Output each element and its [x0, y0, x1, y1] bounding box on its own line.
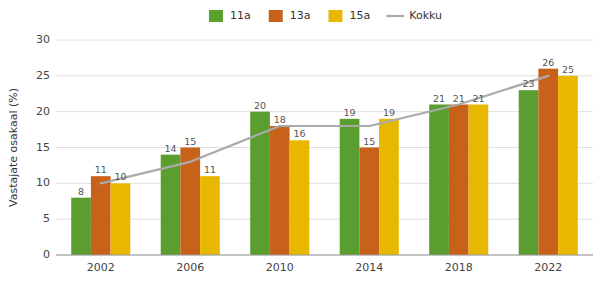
grid-line: [56, 75, 593, 76]
chart-container: 0 5 10 15 20 25 30 Vastajate osakaal (%) 8 14 20 19…: [0, 0, 605, 285]
legend-item: Kokku: [386, 9, 442, 22]
legend-item: 15a: [328, 9, 370, 22]
grid-line: [56, 219, 593, 220]
y-tick-label: 20: [36, 105, 50, 118]
bar: [538, 69, 558, 255]
data-label: 21: [433, 93, 445, 104]
legend-label: 11a: [230, 9, 251, 22]
bar: [379, 119, 399, 255]
grid-line: [56, 40, 593, 41]
data-label: 19: [344, 107, 356, 118]
y-tick-label: 25: [36, 69, 50, 82]
line: [101, 76, 549, 183]
legend-label: 13a: [290, 9, 311, 22]
data-labels: 8 14 20 19 21 23 11 15 18 15 21 26 10 11 16 19 21 25: [78, 57, 574, 197]
plot-area: [71, 69, 578, 255]
legend: 11a 13a 15a Kokku: [209, 9, 442, 22]
bar: [71, 198, 91, 255]
grid-line: [56, 111, 593, 112]
x-tick-label: 2022: [534, 261, 562, 274]
x-tick-label: 2010: [266, 261, 294, 274]
x-tick-label: 2002: [87, 261, 115, 274]
data-label: 23: [523, 78, 535, 89]
x-tick-label: 2018: [445, 261, 473, 274]
y-axis-label: Vastajate osakaal (%): [7, 88, 20, 207]
bar: [290, 140, 310, 255]
x-axis: 2002 2006 2010 2014 2018 2022: [56, 255, 593, 274]
grid-line: [56, 183, 593, 184]
bar: [519, 90, 539, 255]
y-axis: 0 5 10 15 20 25 30: [36, 33, 50, 261]
data-label: 10: [114, 171, 126, 182]
x-axis-line: [56, 255, 593, 256]
bar: [449, 105, 469, 256]
bar: [429, 105, 449, 256]
legend-item: 13a: [269, 9, 311, 22]
legend-label: 15a: [349, 9, 370, 22]
bar: [340, 119, 360, 255]
bar: [161, 155, 181, 255]
y-tick-label: 15: [36, 141, 50, 154]
bar: [111, 183, 131, 255]
grid-line: [56, 255, 593, 256]
data-label: 25: [562, 64, 574, 75]
y-tick-label: 5: [43, 212, 50, 225]
data-label: 15: [184, 136, 196, 147]
data-label: 16: [293, 128, 305, 139]
legend-label: Kokku: [409, 9, 442, 22]
bar: [200, 176, 220, 255]
data-label: 19: [383, 107, 395, 118]
legend-swatch: [386, 15, 404, 17]
data-label: 26: [542, 57, 554, 68]
bar: [270, 126, 290, 255]
legend-swatch: [328, 10, 342, 22]
bar: [558, 76, 578, 255]
data-label: 8: [78, 186, 84, 197]
y-tick-label: 10: [36, 176, 50, 189]
bar: [91, 176, 111, 255]
y-tick-label: 0: [43, 248, 50, 261]
grid: [56, 40, 593, 255]
data-label: 18: [274, 114, 286, 125]
bar: [359, 148, 379, 256]
grid-line: [56, 147, 593, 148]
data-label: 14: [165, 143, 177, 154]
data-label: 20: [254, 100, 266, 111]
x-tick-label: 2014: [355, 261, 383, 274]
legend-swatch: [269, 10, 283, 22]
data-label: 21: [472, 93, 484, 104]
bar: [469, 105, 489, 256]
data-label: 11: [204, 164, 216, 175]
data-label: 21: [453, 93, 465, 104]
y-tick-label: 30: [36, 33, 50, 46]
chart-svg: 0 5 10 15 20 25 30 Vastajate osakaal (%) 8 14 20 19…: [0, 0, 605, 285]
data-label: 15: [363, 136, 375, 147]
x-tick-label: 2006: [176, 261, 204, 274]
legend-item: 11a: [209, 9, 251, 22]
data-label: 11: [95, 164, 107, 175]
legend-swatch: [209, 10, 223, 22]
